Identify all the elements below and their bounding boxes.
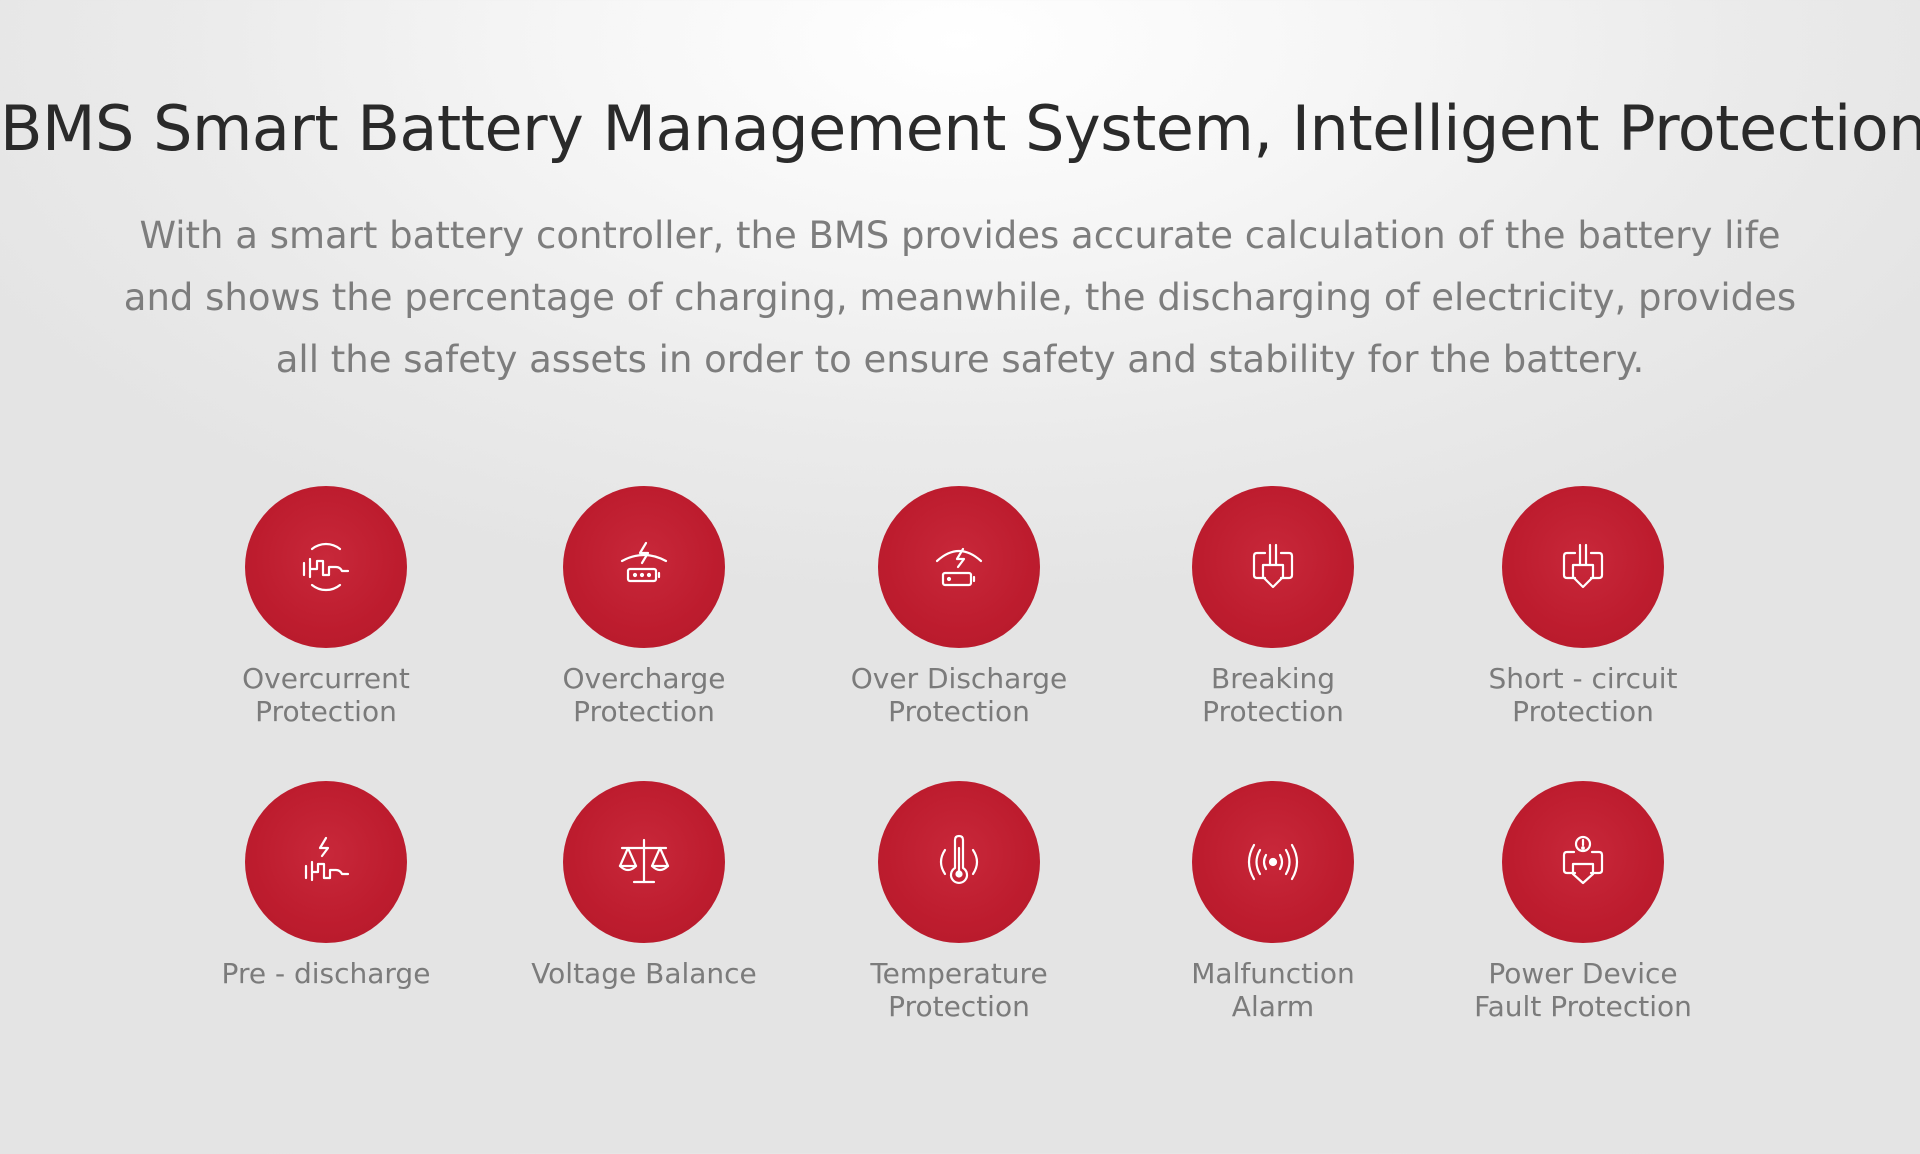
feature-overcharge: Overcharge Protection [504, 486, 784, 728]
alarm-signal-icon [1247, 843, 1299, 881]
feature-circle [878, 781, 1040, 943]
feature-circle [878, 486, 1040, 648]
page-subtitle: With a smart battery controller, the BMS… [123, 214, 1797, 381]
feature-circle [1192, 781, 1354, 943]
feature-malfunction-alarm: Malfunction Alarm [1133, 781, 1413, 1023]
current-wave-icon [302, 542, 350, 592]
balance-scale-icon [618, 838, 670, 884]
battery-charge-icon [620, 541, 668, 583]
feature-label: Power Device Fault Protection [1474, 957, 1692, 1023]
feature-circle [563, 486, 725, 648]
feature-circle [1502, 781, 1664, 943]
feature-overcurrent: Overcurrent Protection [186, 486, 466, 728]
feature-label: Voltage Balance [531, 957, 757, 990]
feature-circle [1502, 486, 1664, 648]
feature-over-discharge: Over Discharge Protection [819, 486, 1099, 728]
feature-label: Breaking Protection [1202, 662, 1344, 728]
feature-label: Over Discharge Protection [850, 662, 1068, 728]
feature-temperature: Temperature Protection [819, 781, 1099, 1023]
feature-circle [245, 781, 407, 943]
feature-label: Temperature Protection [870, 957, 1048, 1023]
pre-discharge-icon [304, 836, 350, 882]
page-title: BMS Smart Battery Management System, Int… [0, 92, 1920, 165]
power-plug-icon [1252, 543, 1294, 589]
battery-discharge-icon [935, 547, 983, 587]
feature-circle [563, 781, 725, 943]
feature-label: Pre - discharge [221, 957, 431, 990]
power-plug-icon [1562, 543, 1604, 589]
feature-breaking: Breaking Protection [1133, 486, 1413, 728]
thermometer-icon [939, 834, 979, 885]
feature-label: Overcharge Protection [562, 662, 726, 728]
feature-short-circuit: Short - circuit Protection [1443, 486, 1723, 728]
feature-circle [1192, 486, 1354, 648]
device-fault-icon [1562, 835, 1604, 885]
feature-pre-discharge: Pre - discharge [186, 781, 466, 990]
feature-label: Short - circuit Protection [1488, 662, 1678, 728]
feature-label: Malfunction Alarm [1191, 957, 1355, 1023]
feature-power-device-fault: Power Device Fault Protection [1443, 781, 1723, 1023]
feature-circle [245, 486, 407, 648]
feature-voltage-balance: Voltage Balance [504, 781, 784, 990]
feature-label: Overcurrent Protection [242, 662, 410, 728]
